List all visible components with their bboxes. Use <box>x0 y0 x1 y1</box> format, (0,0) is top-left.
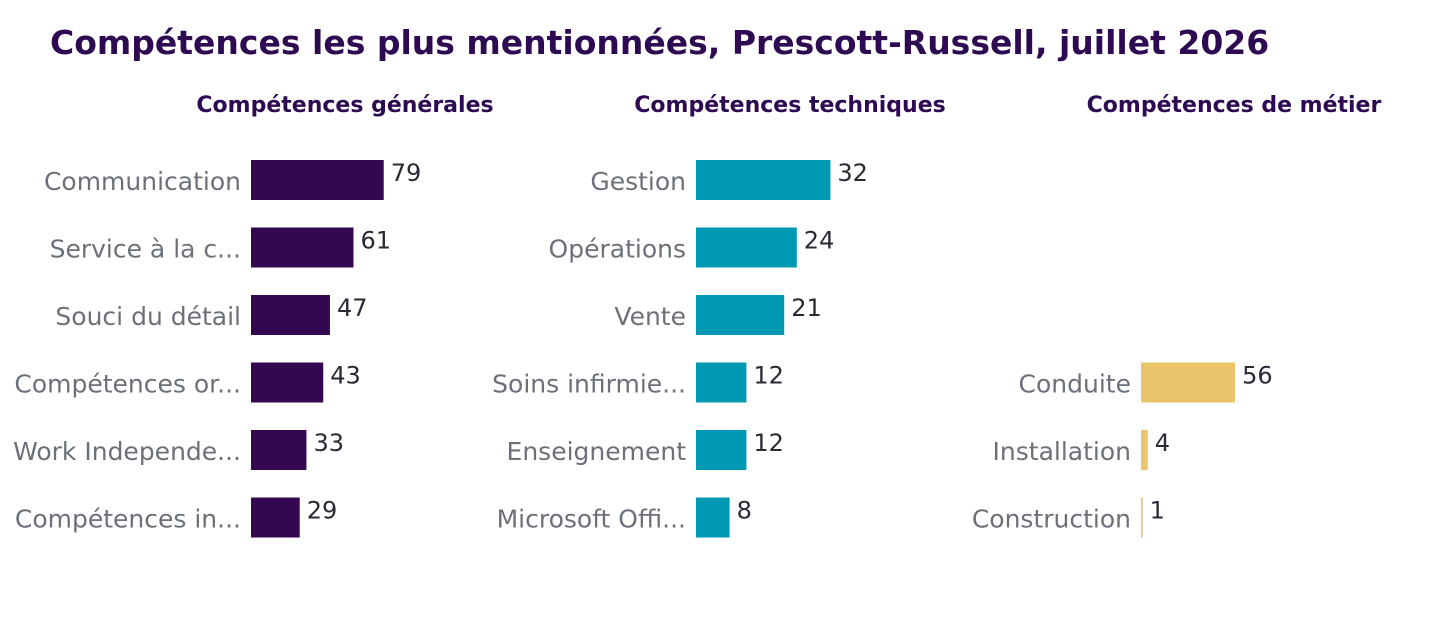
bar <box>251 295 330 335</box>
category-label: Installation <box>993 437 1131 466</box>
panel-3: Compétences de métier Conduite 56 Installat… <box>972 93 1382 538</box>
bar <box>251 160 384 200</box>
panel-2: Compétences techniques Gestion 32 Opération… <box>492 93 946 538</box>
category-label: Service à la c... <box>50 235 241 264</box>
category-label: Compétences or... <box>14 370 241 399</box>
value-label: 8 <box>737 497 752 525</box>
value-label: 47 <box>337 294 368 322</box>
value-label: 79 <box>391 159 422 187</box>
category-label: Construction <box>972 505 1131 534</box>
value-label: 21 <box>791 294 822 322</box>
bar <box>696 227 797 268</box>
value-label: 29 <box>307 497 338 525</box>
category-label: Vente <box>614 302 686 331</box>
category-label: Communication <box>44 167 241 196</box>
chart-title: Compétences les plus mentionnées, Presco… <box>50 23 1269 62</box>
value-label: 1 <box>1150 497 1165 525</box>
value-label: 24 <box>804 227 835 255</box>
value-label: 56 <box>1242 362 1273 390</box>
bar <box>696 430 747 470</box>
value-label: 61 <box>360 227 391 255</box>
value-label: 33 <box>313 429 344 457</box>
category-label: Gestion <box>590 167 686 196</box>
chart-panels: Compétences générales Communication 79 Serv… <box>13 93 1381 538</box>
bar <box>1141 430 1148 470</box>
bar <box>696 362 747 403</box>
bar <box>1141 362 1236 403</box>
category-label: Compétences in... <box>15 505 241 534</box>
bar <box>251 497 300 538</box>
value-label: 4 <box>1155 429 1170 457</box>
panel-title: Compétences générales <box>196 93 493 118</box>
bar <box>696 497 730 538</box>
bar <box>251 430 307 470</box>
panel-title: Compétences de métier <box>1087 93 1382 118</box>
category-label: Souci du détail <box>55 302 241 331</box>
category-label: Enseignement <box>507 437 687 466</box>
category-label: Opérations <box>549 235 686 264</box>
category-label: Conduite <box>1019 370 1131 399</box>
category-label: Soins infirmie... <box>492 370 686 399</box>
panel-title: Compétences techniques <box>634 93 945 118</box>
value-label: 12 <box>753 429 784 457</box>
bar <box>251 227 354 268</box>
panel-1: Compétences générales Communication 79 Serv… <box>13 93 494 538</box>
bar <box>1141 497 1143 538</box>
bar <box>696 295 785 335</box>
value-label: 12 <box>753 362 784 390</box>
category-label: Microsoft Offi... <box>497 505 686 534</box>
category-label: Work Independe... <box>13 437 241 466</box>
value-label: 32 <box>837 159 868 187</box>
bar <box>251 362 324 403</box>
value-label: 43 <box>330 362 361 390</box>
bar <box>696 160 831 200</box>
